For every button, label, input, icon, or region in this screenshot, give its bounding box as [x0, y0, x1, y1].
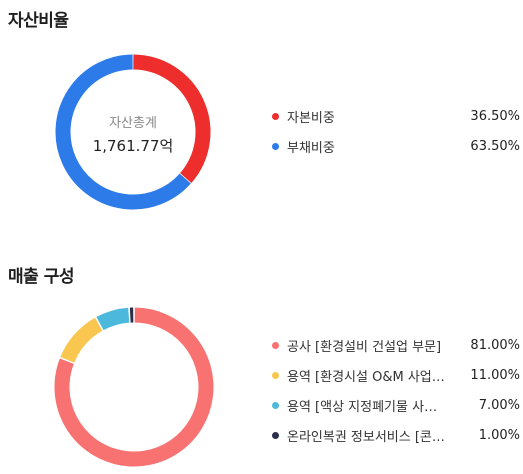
- asset-slice-0[interactable]: [133, 54, 211, 183]
- asset-total-caption: 자산총계: [109, 116, 157, 131]
- sales-legend-value: 1.00%: [478, 427, 520, 443]
- asset-legend-dot: [272, 112, 279, 120]
- sales-legend-item[interactable]: 용역 [액상 지정폐기물 사… 7.00%: [272, 390, 520, 420]
- sales-legend-item[interactable]: 용역 [환경시설 O&M 사업… 11.00%: [272, 360, 520, 390]
- sales-legend-value: 7.00%: [478, 397, 520, 413]
- asset-legend-item[interactable]: 부채비중 63.50%: [272, 131, 520, 161]
- asset-legend-value: 63.50%: [470, 138, 520, 154]
- sales-legend-label: 용역 [환경시설 O&M 사업…: [287, 369, 445, 385]
- sales-legend-item[interactable]: 공사 [환경설비 건설업 부문] 81.00%: [272, 330, 520, 360]
- asset-legend-label: 자본비중: [287, 110, 335, 126]
- asset-legend-value: 36.50%: [470, 108, 520, 124]
- sales-legend-dot: [272, 401, 279, 409]
- sales-legend-label: 용역 [액상 지정폐기물 사…: [287, 399, 438, 415]
- asset-legend-item[interactable]: 자본비중 36.50%: [272, 101, 520, 131]
- sales-legend-label: 공사 [환경설비 건설업 부문]: [287, 339, 442, 355]
- asset-slice-1[interactable]: [55, 54, 191, 210]
- sales-legend: 공사 [환경설비 건설업 부문] 81.00% 용역 [환경시설 O&M 사업… 11…: [272, 330, 520, 450]
- sales-legend-dot: [272, 371, 279, 379]
- sales-legend-dot: [272, 341, 279, 349]
- asset-total-value: 1,761.77억: [92, 137, 174, 155]
- sales-slice-1[interactable]: [60, 317, 103, 363]
- sales-slice-2[interactable]: [96, 307, 130, 331]
- sales-donut-chart: [54, 307, 214, 467]
- sales-slice-0[interactable]: [54, 307, 214, 467]
- sales-legend-label: 온라인복권 정보서비스 [콘…: [287, 429, 445, 445]
- sales-legend-value: 81.00%: [470, 337, 520, 353]
- sales-legend-dot: [272, 431, 279, 439]
- asset-donut-chart: [55, 54, 211, 210]
- asset-total-label: 자산총계 1,761.77억: [53, 112, 213, 156]
- sales-legend-item[interactable]: 온라인복권 정보서비스 [콘… 1.00%: [272, 420, 520, 450]
- sales-legend-value: 11.00%: [470, 367, 520, 383]
- asset-legend: 자본비중 36.50% 부채비중 63.50%: [272, 101, 520, 161]
- sales-composition-title: 매출 구성: [8, 267, 74, 287]
- asset-legend-dot: [272, 142, 279, 150]
- asset-legend-label: 부채비중: [287, 140, 335, 156]
- asset-ratio-title: 자산비율: [8, 11, 69, 31]
